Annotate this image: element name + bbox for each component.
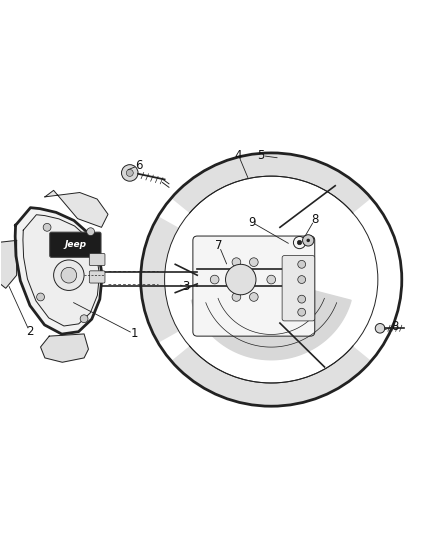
Text: 8: 8 xyxy=(392,320,399,333)
Circle shape xyxy=(298,295,306,303)
FancyBboxPatch shape xyxy=(193,236,315,336)
Circle shape xyxy=(37,293,45,301)
Text: 4: 4 xyxy=(235,149,242,162)
Circle shape xyxy=(298,308,306,316)
FancyBboxPatch shape xyxy=(282,256,315,321)
Text: 1: 1 xyxy=(131,327,138,341)
Polygon shape xyxy=(191,290,351,360)
Polygon shape xyxy=(171,346,371,406)
Circle shape xyxy=(232,293,241,301)
Circle shape xyxy=(375,324,385,333)
Circle shape xyxy=(298,276,306,284)
Circle shape xyxy=(298,261,306,268)
Text: 2: 2 xyxy=(26,325,33,338)
Circle shape xyxy=(307,239,310,242)
Text: 7: 7 xyxy=(215,239,223,252)
Polygon shape xyxy=(0,240,17,288)
Circle shape xyxy=(43,223,51,231)
Circle shape xyxy=(53,260,84,290)
Polygon shape xyxy=(41,334,88,362)
FancyBboxPatch shape xyxy=(89,271,105,283)
Text: 5: 5 xyxy=(258,149,265,162)
Text: Jeep: Jeep xyxy=(64,240,86,249)
Polygon shape xyxy=(141,216,179,343)
Circle shape xyxy=(250,293,258,301)
Text: 6: 6 xyxy=(135,159,142,172)
Circle shape xyxy=(267,275,276,284)
Circle shape xyxy=(121,165,138,181)
Circle shape xyxy=(61,268,77,283)
Circle shape xyxy=(232,258,241,266)
Circle shape xyxy=(210,275,219,284)
Text: 3: 3 xyxy=(183,280,190,293)
Circle shape xyxy=(303,235,314,246)
Text: 9: 9 xyxy=(248,216,255,229)
Polygon shape xyxy=(171,153,371,213)
Circle shape xyxy=(297,240,302,245)
Polygon shape xyxy=(15,208,102,334)
Circle shape xyxy=(250,258,258,266)
Circle shape xyxy=(80,315,88,322)
Circle shape xyxy=(126,169,133,176)
FancyBboxPatch shape xyxy=(89,254,105,265)
Circle shape xyxy=(226,264,256,295)
Polygon shape xyxy=(45,190,108,228)
Text: 8: 8 xyxy=(311,213,318,226)
FancyBboxPatch shape xyxy=(49,232,101,257)
Polygon shape xyxy=(23,215,99,326)
Circle shape xyxy=(87,228,95,236)
